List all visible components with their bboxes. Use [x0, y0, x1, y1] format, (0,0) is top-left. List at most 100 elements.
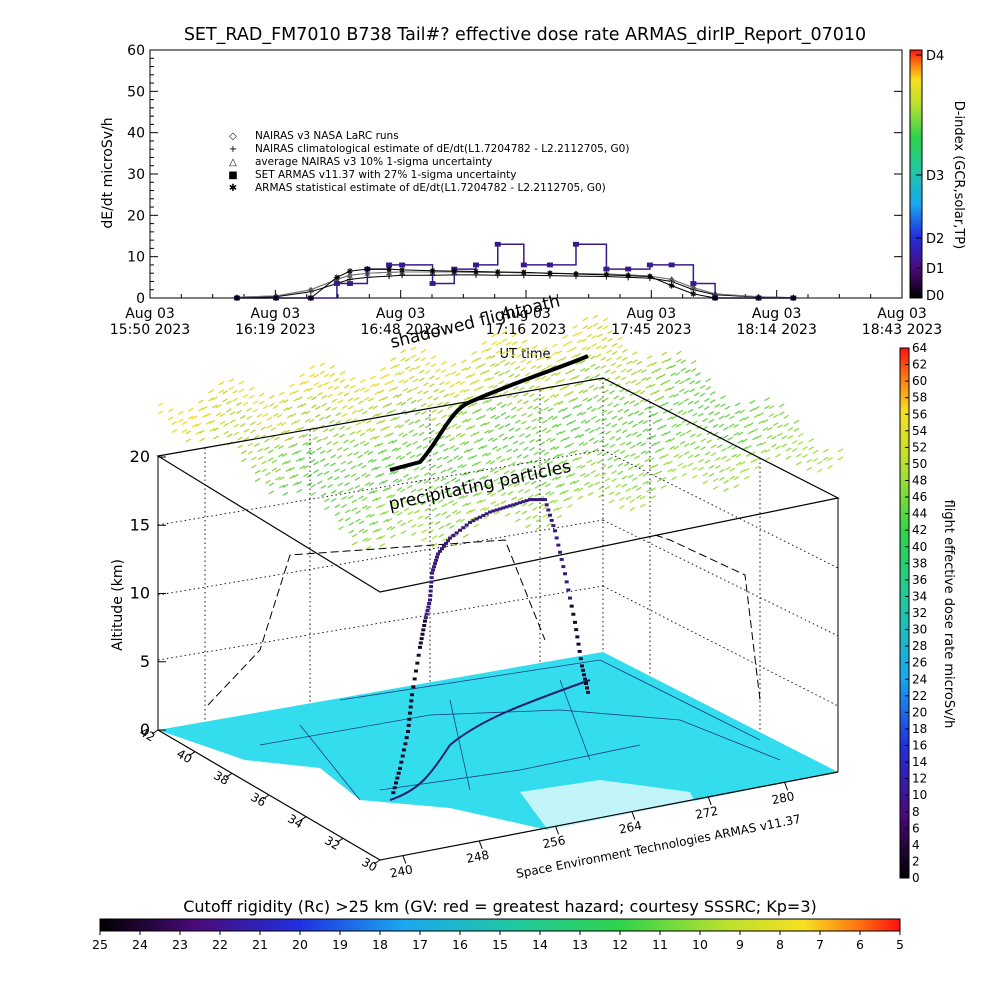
particle-mark	[574, 426, 581, 431]
flightpath-point	[433, 562, 437, 566]
particle-mark	[461, 359, 467, 364]
particle-mark	[549, 446, 556, 451]
particle-mark	[691, 466, 698, 471]
particle-mark	[444, 489, 451, 494]
particle-mark	[537, 409, 544, 414]
particle-mark	[690, 368, 697, 373]
particle-mark	[588, 429, 595, 434]
particle-mark	[428, 437, 435, 442]
particle-mark	[572, 449, 578, 454]
particle-mark	[492, 384, 499, 389]
particle-mark	[439, 443, 445, 448]
particle-mark	[702, 417, 708, 423]
particle-mark	[665, 357, 672, 362]
particle-mark	[537, 470, 543, 476]
particle-mark	[777, 424, 783, 429]
particle-mark	[476, 499, 483, 504]
particle-mark	[607, 464, 613, 469]
particle-mark	[167, 408, 174, 413]
particle-mark	[524, 380, 531, 385]
flightpath-point	[429, 580, 434, 584]
particle-mark	[466, 501, 472, 507]
particle-mark	[559, 386, 566, 391]
particle-mark	[621, 475, 628, 480]
series-point-4	[603, 271, 610, 278]
particle-mark	[238, 388, 245, 393]
particle-mark	[582, 397, 589, 402]
particle-mark	[348, 521, 355, 526]
particle-mark	[373, 435, 380, 440]
particle-mark	[514, 518, 521, 523]
particle-mark	[599, 438, 605, 443]
flightpath-point	[530, 498, 535, 502]
particle-mark	[371, 466, 377, 471]
particle-mark	[621, 429, 628, 434]
particle-mark	[602, 317, 609, 322]
particle-mark	[461, 367, 467, 372]
particle-mark	[379, 542, 386, 548]
particle-mark	[471, 358, 477, 364]
particle-mark	[596, 451, 603, 456]
particle-mark	[604, 377, 611, 382]
particle-mark	[521, 347, 528, 352]
particle-mark	[574, 382, 580, 387]
particle-mark	[450, 469, 457, 474]
particle-mark	[346, 452, 353, 457]
particle-mark	[563, 392, 570, 397]
particle-mark	[465, 426, 472, 431]
flightpath-shadow-right	[654, 534, 761, 701]
flightpath-point	[408, 705, 413, 709]
particle-mark	[491, 333, 498, 338]
particle-mark	[642, 472, 649, 477]
dose-tick-label: 60	[912, 374, 927, 388]
particle-mark	[648, 413, 655, 418]
flightpath-shadow-left	[207, 539, 546, 706]
particle-mark	[570, 427, 577, 432]
flightpath-point	[419, 637, 424, 641]
particle-mark	[386, 402, 393, 407]
particle-mark	[555, 476, 562, 481]
particle-mark	[506, 456, 512, 461]
particle-mark	[195, 422, 202, 427]
particle-mark	[580, 472, 586, 477]
particle-mark	[531, 353, 538, 358]
particle-mark	[626, 368, 633, 373]
particle-mark	[760, 441, 767, 446]
particle-mark	[421, 537, 427, 542]
particle-mark	[358, 528, 365, 533]
particle-mark	[396, 511, 403, 516]
particle-mark	[333, 476, 340, 481]
particle-mark	[483, 514, 490, 520]
particle-mark	[400, 357, 407, 362]
series-point-4	[399, 266, 406, 273]
particle-mark	[754, 465, 761, 470]
particle-mark	[481, 348, 487, 354]
particle-mark	[523, 392, 529, 397]
particle-mark	[361, 505, 368, 510]
top-x-tick-date: Aug 03	[376, 306, 426, 322]
particle-mark	[704, 397, 710, 402]
series-point-2	[690, 284, 697, 291]
particle-mark	[286, 406, 293, 411]
particle-mark	[623, 462, 630, 467]
particle-mark	[714, 403, 720, 408]
particle-mark	[240, 458, 247, 463]
particle-mark	[690, 433, 696, 438]
particle-mark	[392, 470, 399, 475]
particle-mark	[351, 417, 358, 423]
particle-mark	[576, 456, 582, 461]
particle-mark	[625, 380, 631, 385]
particle-mark	[709, 391, 716, 396]
particle-mark	[278, 476, 285, 481]
particle-mark	[531, 418, 538, 423]
series-point-3	[520, 262, 527, 268]
flightpath-point	[415, 661, 420, 665]
particle-mark	[526, 360, 532, 365]
particle-mark	[525, 425, 531, 431]
particle-mark	[754, 457, 761, 462]
particle-mark	[660, 381, 666, 386]
particle-mark	[548, 499, 555, 504]
particle-mark	[279, 391, 285, 396]
particle-mark	[410, 496, 417, 501]
particle-mark	[215, 404, 222, 409]
